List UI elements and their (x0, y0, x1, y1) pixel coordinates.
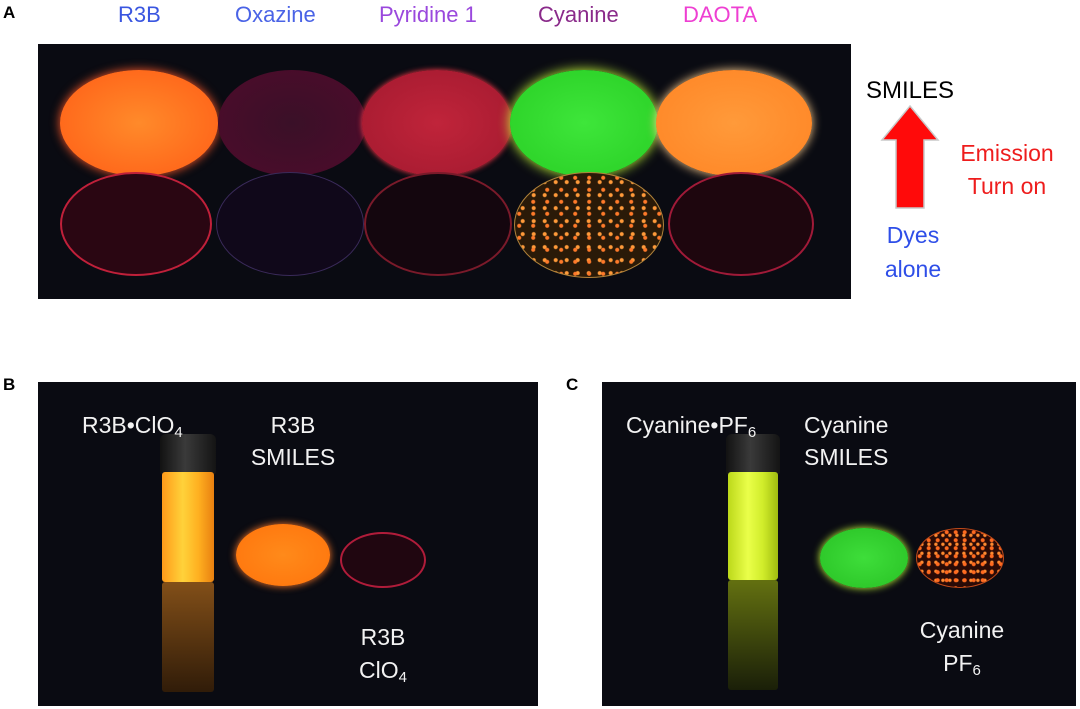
disk-r3b-smiles (60, 70, 218, 176)
disk-cyanine-smiles-c (820, 528, 908, 588)
label-cyanine-salt-1: Cyanine (919, 617, 1005, 643)
disk-cyanine-pf6-c (916, 528, 1004, 588)
disk-daota-smiles (656, 70, 812, 176)
vial-cyanine-pf6 (728, 472, 778, 580)
emission-arrow-icon (880, 104, 940, 209)
label-r3b-clo4-vial: R3B•ClO4 (82, 412, 183, 441)
disk-cyanine-alone (514, 172, 664, 278)
dye-label-oxazine: Oxazine (235, 2, 316, 27)
disk-daota-alone (668, 172, 814, 276)
dye-label-r3b: R3B (118, 2, 161, 27)
label-cyanine-salt-2: PF6 (943, 650, 981, 679)
vial-cap-r3b (160, 434, 216, 474)
disk-r3b-smiles-b (236, 524, 330, 586)
vial-reflection-r3b (162, 582, 214, 692)
dye-label-daota: DAOTA (683, 2, 758, 27)
dye-label-cyanine: Cyanine (538, 2, 619, 27)
disk-oxazine-smiles (218, 70, 366, 176)
photo-panel-a (38, 44, 851, 299)
panel-label-a: A (3, 3, 16, 22)
label-emission: Emission (960, 140, 1054, 166)
label-dyes: Dyes (886, 222, 940, 248)
disk-r3b-clo4-b (340, 532, 426, 588)
label-r3b-salt-2: ClO4 (359, 657, 407, 686)
label-r3b-salt-1: R3B (360, 624, 406, 650)
panel-label-b: B (3, 375, 16, 394)
disk-pyridine-alone (364, 172, 512, 276)
label-r3b-smiles-1: R3B (270, 412, 316, 438)
disk-r3b-alone (60, 172, 212, 276)
panel-label-c: C (566, 375, 579, 394)
vial-cap-cyanine (726, 434, 780, 474)
photo-panel-b (38, 382, 538, 706)
disk-pyridine-smiles (362, 70, 512, 176)
photo-panel-c (602, 382, 1076, 706)
vial-reflection-cyanine (728, 580, 778, 690)
vial-r3b-clo4 (162, 472, 214, 582)
label-alone: alone (884, 256, 942, 282)
label-cyanine-smiles-2: SMILES (804, 444, 889, 470)
disk-cyanine-smiles (510, 70, 658, 176)
disk-oxazine-alone (216, 172, 364, 276)
label-smiles-row: SMILES (865, 77, 955, 104)
dye-label-pyridine-1: Pyridine 1 (379, 2, 477, 27)
label-turn-on: Turn on (967, 173, 1047, 199)
label-cyanine-smiles-1: Cyanine (804, 412, 889, 438)
label-cyanine-pf6-vial: Cyanine•PF6 (626, 412, 757, 441)
label-r3b-smiles-2: SMILES (250, 444, 336, 470)
